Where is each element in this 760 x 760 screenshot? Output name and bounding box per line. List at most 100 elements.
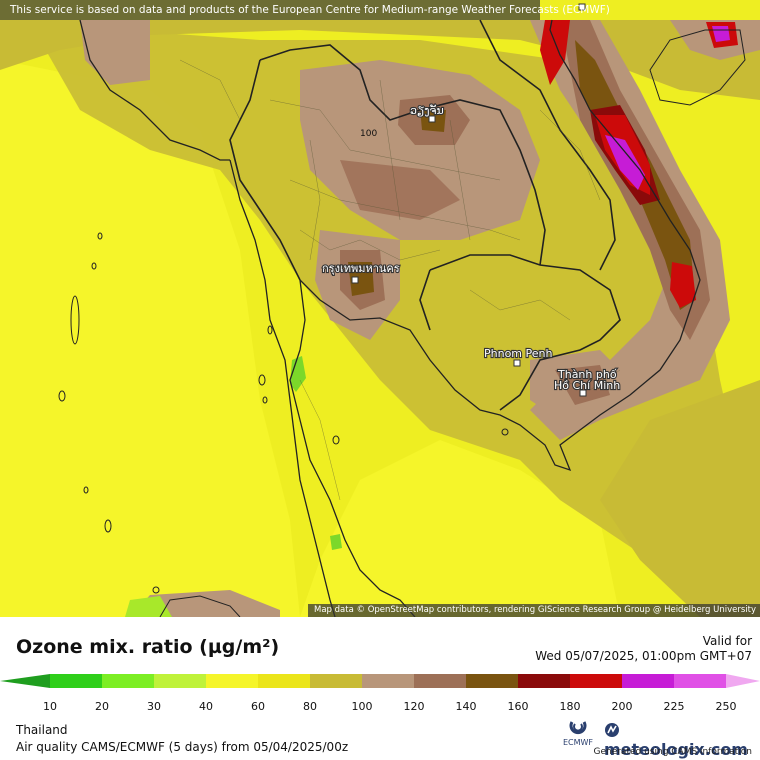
island — [501, 428, 509, 436]
scale-bin — [674, 674, 726, 688]
field-yellow-west — [0, 60, 300, 617]
province-lines — [179, 59, 621, 501]
island — [262, 396, 268, 404]
scale-bin — [362, 674, 414, 688]
scale-bin — [414, 674, 466, 688]
scale-tick-label: 160 — [508, 700, 529, 713]
province-line — [449, 119, 471, 241]
field-green-southwest — [125, 596, 172, 617]
scale-tick-label: 80 — [303, 700, 317, 713]
ecmwf-logo-mark-inner — [573, 723, 583, 732]
province-line — [269, 99, 501, 181]
field-green-south — [330, 534, 342, 550]
scale-bin — [102, 674, 154, 688]
coastline-peninsula-west — [229, 159, 336, 617]
island-borneo-edge — [159, 595, 241, 617]
island — [91, 262, 97, 270]
islands — [58, 29, 746, 617]
province-line — [179, 59, 241, 121]
ecmwf-logo-mark — [569, 721, 587, 735]
meteologix-brand-text: meteologix.com — [604, 740, 748, 759]
city-label-vientiane: ວຽງຈັນ — [410, 104, 444, 117]
island — [104, 519, 112, 533]
km-marker-label: 100 — [360, 129, 377, 139]
scale-tick-label: 225 — [664, 700, 685, 713]
ecmwf-logo-text: ECMWF — [563, 738, 593, 747]
island — [83, 486, 89, 494]
province-line — [299, 379, 341, 501]
border-thai-laos — [259, 44, 546, 266]
ecmwf-logo: ECMWF — [563, 721, 593, 747]
map-attribution[interactable]: Map data © OpenStreetMap contributors, r… — [308, 604, 760, 617]
scale-tick-label: 40 — [199, 700, 213, 713]
scale-tick-label: 60 — [251, 700, 265, 713]
border-vietnam-laos — [479, 19, 616, 271]
city-label-hcmc-line2: Hồ Chí Minh — [554, 379, 620, 392]
border-cambodia — [429, 254, 621, 411]
legend-panel — [0, 617, 760, 760]
city-marker-bangkok — [351, 276, 359, 284]
province-line — [379, 79, 401, 221]
scale-bin — [50, 674, 102, 688]
field-red-east-south — [670, 262, 696, 308]
province-line — [539, 109, 601, 201]
valid-time: Wed 05/07/2025, 01:00pm GMT+07 — [535, 649, 752, 663]
model-run-info: Air quality CAMS/ECMWF (5 days) from 05/… — [16, 740, 349, 754]
scale-bin-above — [726, 674, 760, 688]
coastline-gulf — [299, 19, 701, 472]
island — [70, 295, 80, 345]
scale-tick-label: 140 — [456, 700, 477, 713]
scale-bin — [258, 674, 310, 688]
border-thai-myanmar — [229, 59, 301, 281]
city-marker-vientiane — [428, 115, 436, 123]
city-label-hcmc-line1: Thành phố — [557, 368, 617, 381]
meteologix-brand[interactable]: meteologix.com — [604, 721, 760, 759]
boundaries — [79, 19, 701, 617]
border-thai-cambodia — [419, 269, 431, 331]
coastline-peninsula-east — [289, 279, 416, 617]
field-red-east-top — [540, 20, 570, 85]
color-scale: 10 20 30 40 60 80 100 120 140 160 180 200 225 250 — [0, 674, 760, 713]
scale-bin — [570, 674, 622, 688]
scale-bin-below — [0, 674, 50, 688]
island — [58, 390, 66, 402]
island — [332, 435, 340, 445]
province-line — [469, 289, 571, 321]
scale-bin — [310, 674, 362, 688]
field-brown-dark-bangkok — [348, 262, 374, 296]
meteologix-logo-icon — [605, 723, 619, 737]
island — [152, 586, 160, 594]
island-hainan — [649, 29, 746, 106]
island — [97, 232, 103, 240]
field-brown-light-northwest — [80, 20, 150, 85]
island — [258, 374, 266, 386]
province-line — [289, 179, 521, 241]
scale-bin — [154, 674, 206, 688]
city-marker-hcmc — [579, 389, 587, 397]
generated-note: Generated using CAMS information — [593, 747, 752, 757]
island — [267, 325, 273, 335]
scale-tick-label: 250 — [716, 700, 737, 713]
valid-label: Valid for — [702, 634, 752, 648]
city-marker-top — [578, 3, 586, 11]
province-line — [309, 139, 321, 261]
city-marker-phnom-penh — [513, 359, 521, 367]
scale-tick-label: 120 — [404, 700, 425, 713]
coastline-myanmar — [79, 19, 230, 161]
scale-tick-label: 20 — [95, 700, 109, 713]
province-line — [299, 229, 441, 261]
scale-tick-label: 10 — [43, 700, 57, 713]
field-green-west — [290, 356, 306, 392]
city-label-phnom-penh: Phnom Penh — [484, 347, 552, 360]
field-brown-isan — [340, 160, 460, 220]
scale-tick-label: 200 — [612, 700, 633, 713]
scale-bin — [518, 674, 570, 688]
variable-title: Ozone mix. ratio (µg/m²) — [16, 636, 280, 658]
city-label-bangkok: กรุงเทพมหานคร — [322, 262, 400, 275]
scale-tick-label: 30 — [147, 700, 161, 713]
scale-tick-label: 180 — [560, 700, 581, 713]
ozone-map[interactable]: กรุงเทพมหานคร ວຽງຈັນ Phnom Penh Thành ph… — [0, 0, 760, 617]
field-brown-hcmc — [555, 365, 610, 405]
scale-bin — [206, 674, 258, 688]
province-line — [559, 369, 621, 391]
